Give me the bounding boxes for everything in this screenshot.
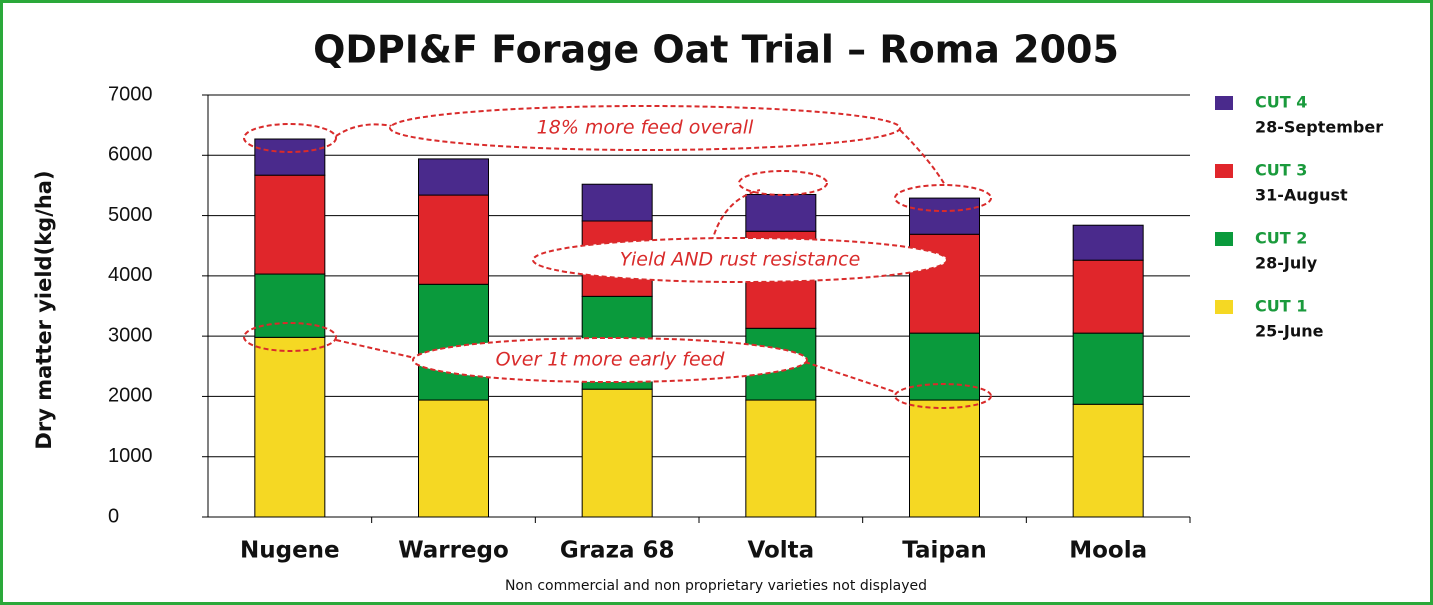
bar-segment	[746, 194, 816, 231]
legend-date: 25-June	[1255, 322, 1324, 341]
annotation: Yield AND rust resistance	[620, 249, 861, 271]
legend-swatch	[1215, 96, 1233, 110]
annotation: 18% more feed overall	[537, 117, 754, 139]
bar-segment	[910, 333, 980, 400]
y-tick-label: 7000	[108, 83, 153, 105]
y-tick-label: 5000	[108, 204, 153, 226]
legend-swatch	[1215, 164, 1233, 178]
bar-segment	[255, 139, 325, 175]
annotation: Over 1t more early feed	[496, 349, 726, 371]
bar-segment	[1073, 333, 1143, 404]
bar-segment	[255, 175, 325, 274]
chart-title: QDPI&F Forage Oat Trial – Roma 2005	[313, 28, 1119, 72]
chart: QDPI&F Forage Oat Trial – Roma 2005 Dry …	[0, 0, 1433, 605]
bar-segment	[419, 400, 489, 517]
y-tick-label: 3000	[108, 324, 153, 346]
legend-date: 31-August	[1255, 186, 1348, 205]
x-tick-label: Taipan	[902, 538, 987, 564]
bar-segment	[1073, 404, 1143, 517]
bar-segment	[582, 389, 652, 517]
legend-date: 28-September	[1255, 118, 1383, 137]
bar-segment	[910, 198, 980, 234]
y-tick-label: 1000	[108, 445, 153, 467]
footnote: Non commercial and non proprietary varie…	[505, 578, 927, 594]
x-tick-label: Graza 68	[560, 538, 675, 564]
legend-label: CUT 2	[1255, 229, 1307, 248]
y-axis-label: Dry matter yield(kg/ha)	[32, 170, 56, 449]
bar-segment	[255, 274, 325, 337]
y-tick-label: 4000	[108, 264, 153, 286]
bar-segment	[910, 400, 980, 517]
bar-segment	[582, 184, 652, 221]
bar-segment	[255, 337, 325, 517]
legend-label: CUT 1	[1255, 297, 1307, 316]
bar-segment	[1073, 260, 1143, 333]
x-tick-label: Moola	[1069, 538, 1147, 564]
x-tick-label: Volta	[747, 538, 814, 564]
x-tick-label: Nugene	[240, 538, 340, 564]
legend-swatch	[1215, 232, 1233, 246]
y-tick-label: 6000	[108, 144, 153, 166]
x-tick-label: Warrego	[398, 538, 509, 564]
legend-label: CUT 3	[1255, 161, 1307, 180]
bar-segment	[419, 195, 489, 284]
bar-segment	[1073, 225, 1143, 260]
legend-label: CUT 4	[1255, 93, 1307, 112]
y-tick-label: 0	[108, 505, 119, 527]
bar-segment	[746, 400, 816, 517]
legend-date: 28-July	[1255, 254, 1318, 273]
y-tick-label: 2000	[108, 385, 153, 407]
legend-swatch	[1215, 300, 1233, 314]
bar-segment	[419, 159, 489, 195]
bar-segment	[419, 284, 489, 400]
